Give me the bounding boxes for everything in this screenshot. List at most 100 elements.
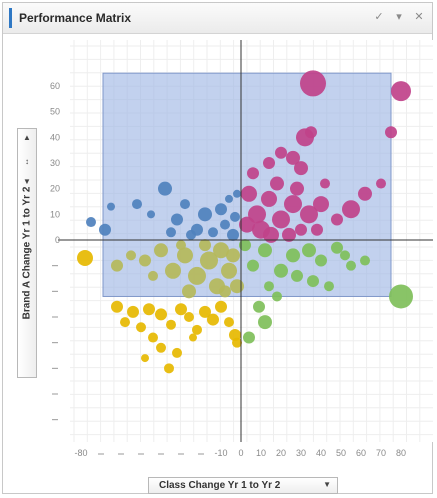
chevron-down-icon[interactable]: ▼ — [23, 177, 31, 186]
data-point — [311, 223, 323, 236]
data-point — [239, 239, 251, 252]
data-point — [247, 259, 259, 272]
header-icon-group: ✓ ▾ ✕ — [372, 10, 426, 24]
x-tick-label: 70 — [376, 448, 386, 458]
data-point — [385, 126, 397, 139]
data-point — [331, 241, 343, 254]
data-point — [120, 317, 130, 328]
data-point — [111, 259, 123, 272]
y-axis-measure-selector[interactable]: ▲ ↕ ▼ Brand A Change Yr 1 to Yr 2 — [17, 128, 37, 378]
data-point — [127, 305, 139, 318]
data-point — [302, 243, 316, 258]
data-point — [132, 199, 142, 210]
data-point — [141, 354, 149, 363]
data-point — [136, 322, 146, 333]
filter-icon[interactable]: ▾ — [396, 11, 402, 23]
data-point — [158, 181, 172, 196]
data-point — [391, 81, 411, 102]
data-point — [247, 167, 259, 180]
chevron-down-icon[interactable]: ▼ — [323, 480, 331, 489]
data-point — [198, 207, 212, 222]
y-tick-label: 10 — [50, 209, 60, 219]
data-point — [207, 313, 219, 326]
x-axis-measure-selector[interactable]: Class Change Yr 1 to Yr 2 ▼ — [148, 477, 338, 494]
data-point — [213, 242, 229, 259]
data-point — [241, 185, 257, 202]
data-point — [215, 203, 227, 216]
data-point — [224, 317, 234, 328]
x-tick-label: 30 — [296, 448, 306, 458]
x-tick-label: 10 — [256, 448, 266, 458]
data-point — [230, 211, 240, 222]
swap-icon[interactable]: ↕ — [25, 157, 29, 166]
data-point — [192, 324, 202, 335]
data-point — [189, 333, 197, 342]
data-point — [171, 213, 183, 226]
y-tick-label: 20 — [50, 184, 60, 194]
data-point — [307, 275, 319, 288]
y-tick-label: 30 — [50, 158, 60, 168]
x-tick-label: 50 — [336, 448, 346, 458]
data-point — [172, 347, 182, 358]
data-point — [286, 150, 300, 165]
selection-rectangle — [102, 72, 392, 297]
arrow-up-icon[interactable]: ▲ — [23, 133, 31, 142]
data-point — [215, 300, 227, 313]
data-point — [111, 300, 123, 313]
data-point — [313, 196, 329, 213]
x-tick-label: 60 — [356, 448, 366, 458]
data-point — [139, 254, 151, 267]
data-point — [360, 255, 370, 266]
data-point — [176, 240, 186, 251]
data-point — [272, 291, 282, 302]
x-tick-label: 20 — [276, 448, 286, 458]
data-point — [300, 70, 326, 97]
data-point — [156, 342, 166, 353]
data-point — [219, 285, 231, 298]
data-point — [342, 200, 360, 219]
close-icon[interactable]: ✕ — [414, 11, 424, 23]
data-point — [270, 176, 284, 191]
data-point — [295, 223, 307, 236]
x-axis-label: Class Change Yr 1 to Yr 2 — [159, 480, 281, 491]
data-point — [243, 331, 255, 344]
data-point — [225, 194, 233, 203]
data-point — [77, 249, 93, 266]
y-tick-label: 50 — [50, 107, 60, 117]
data-point — [154, 243, 168, 258]
x-tick-label: 80 — [396, 448, 406, 458]
data-point — [275, 146, 287, 159]
data-point — [358, 186, 372, 201]
data-point — [177, 247, 193, 264]
data-point — [227, 228, 239, 241]
data-point — [166, 227, 176, 238]
data-point — [186, 229, 196, 240]
y-tick-label: 40 — [50, 132, 60, 142]
data-point — [147, 210, 155, 219]
data-point — [320, 178, 330, 189]
y-tick-label: 60 — [50, 81, 60, 91]
data-point — [274, 263, 288, 278]
data-point — [232, 337, 242, 348]
data-point — [291, 269, 303, 282]
data-point — [200, 251, 218, 270]
data-point — [155, 308, 167, 321]
data-point — [175, 303, 187, 316]
data-point — [233, 189, 241, 198]
x-tick-label: 0 — [238, 448, 243, 458]
check-icon[interactable]: ✓ — [374, 11, 384, 23]
data-point — [126, 250, 136, 261]
data-point — [300, 205, 318, 224]
data-point — [143, 303, 155, 316]
x-tick-label: -10 — [214, 448, 227, 458]
data-point — [331, 213, 343, 226]
data-point — [263, 226, 279, 243]
data-point — [107, 202, 115, 211]
data-point — [226, 248, 240, 263]
data-point — [261, 190, 277, 207]
data-point — [182, 284, 196, 299]
data-point — [305, 126, 317, 139]
x-tick-label: 40 — [316, 448, 326, 458]
data-point — [166, 319, 176, 330]
